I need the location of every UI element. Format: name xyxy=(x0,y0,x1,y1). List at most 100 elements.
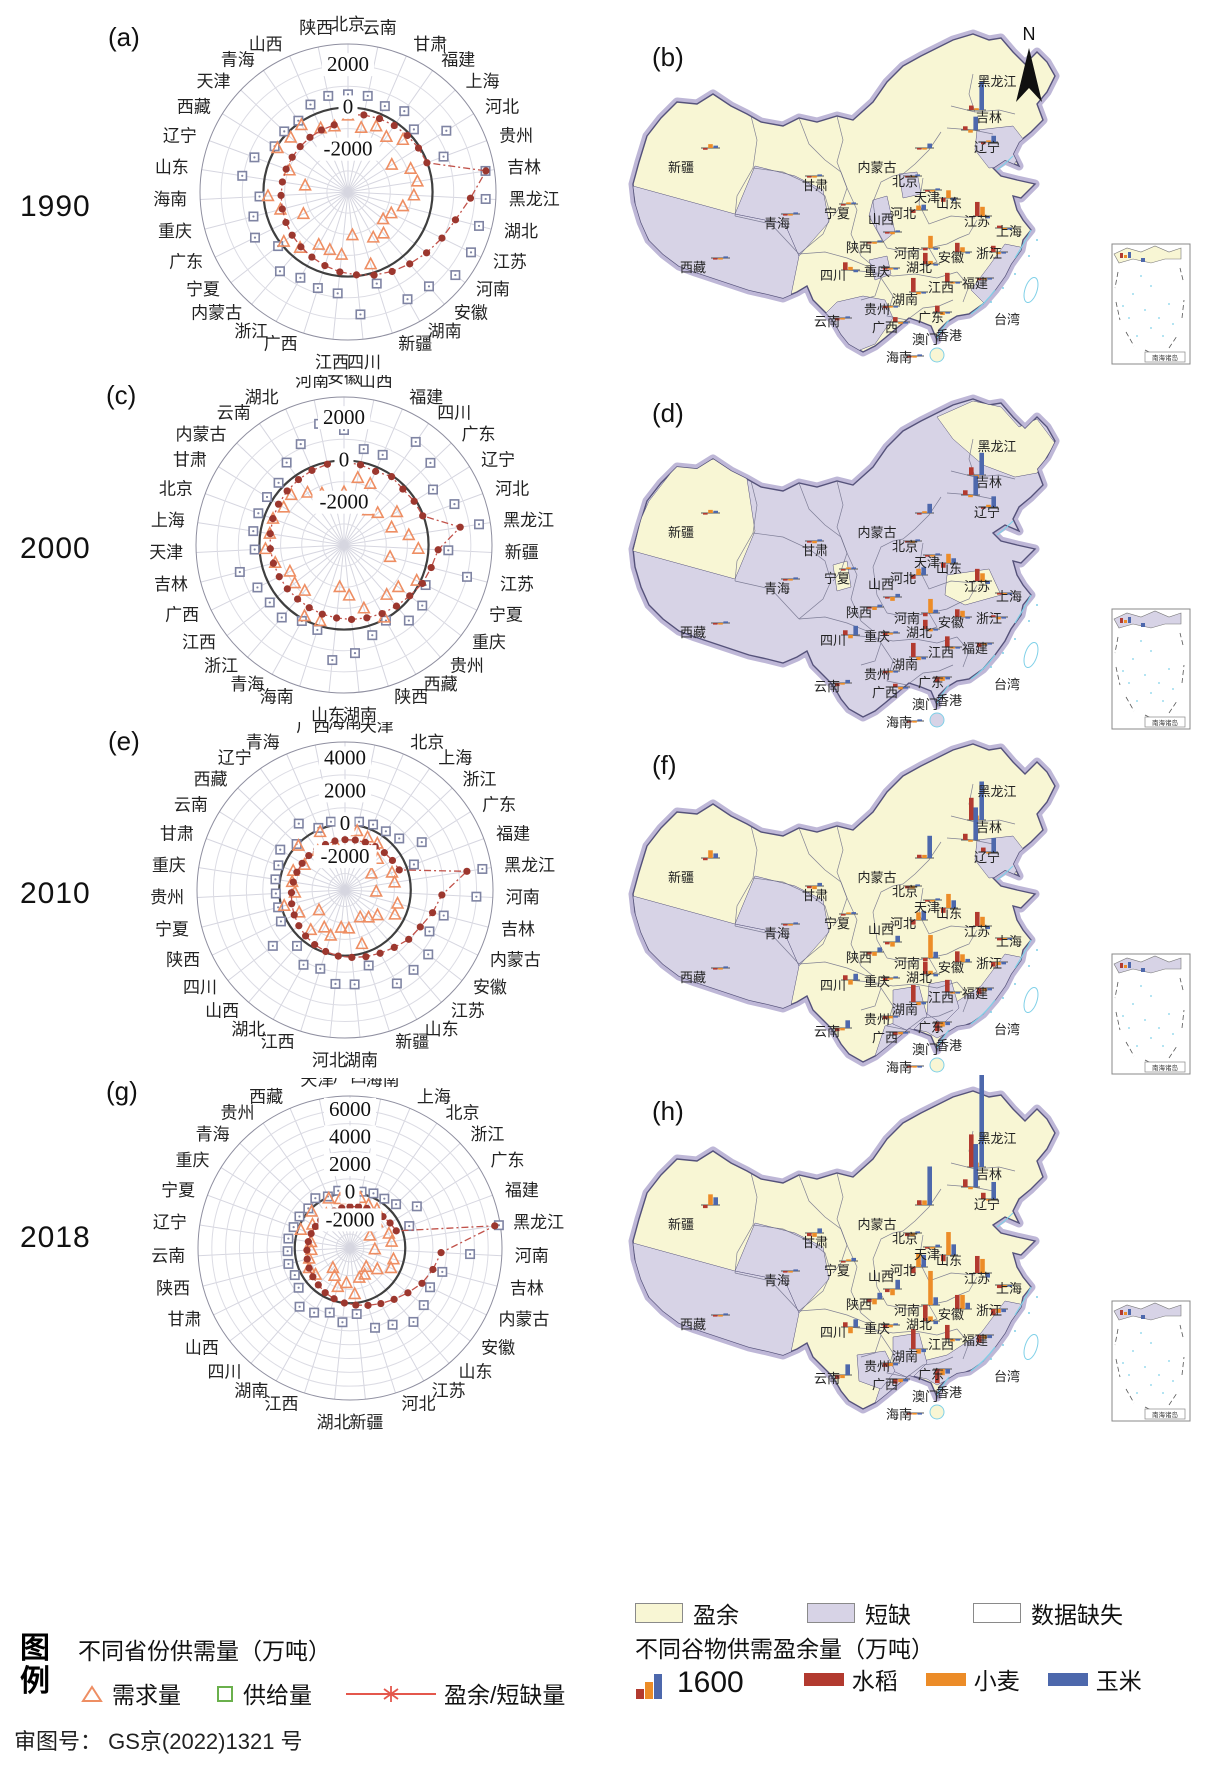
nodata-swatch xyxy=(973,1603,1021,1623)
svg-text:内蒙古: 内蒙古 xyxy=(490,950,541,969)
svg-text:-2000: -2000 xyxy=(321,844,370,868)
svg-text:北京: 北京 xyxy=(446,1103,480,1122)
svg-text:四川: 四川 xyxy=(820,1325,846,1340)
svg-text:广西: 广西 xyxy=(872,685,898,700)
svg-text:西藏: 西藏 xyxy=(680,625,706,640)
svg-text:辽宁: 辽宁 xyxy=(974,1197,1000,1212)
balance-series xyxy=(277,111,490,279)
svg-text:甘肃: 甘肃 xyxy=(802,543,828,558)
hainan-island xyxy=(929,1404,945,1420)
svg-text:2000: 2000 xyxy=(327,52,369,76)
svg-text:海南: 海南 xyxy=(260,688,294,707)
svg-text:广西: 广西 xyxy=(296,722,330,735)
radial-axis-ticks: 2000 0 -2000 xyxy=(312,405,376,514)
svg-text:山东: 山东 xyxy=(936,1253,962,1268)
svg-text:西藏: 西藏 xyxy=(177,97,211,116)
svg-text:江西: 江西 xyxy=(928,645,954,660)
svg-text:吉林: 吉林 xyxy=(976,110,1002,125)
legend-char-tu: 图 xyxy=(20,1632,50,1665)
polar-grid xyxy=(195,396,493,694)
svg-text:内蒙古: 内蒙古 xyxy=(857,525,896,540)
svg-text:内蒙古: 内蒙古 xyxy=(857,1217,896,1232)
svg-text:江西: 江西 xyxy=(315,353,349,372)
svg-text:江苏: 江苏 xyxy=(493,252,527,271)
svg-text:天津: 天津 xyxy=(360,722,394,735)
svg-text:甘肃: 甘肃 xyxy=(173,450,207,469)
line-asterisk-icon xyxy=(346,1683,436,1703)
svg-text:江苏: 江苏 xyxy=(451,1001,485,1020)
svg-text:福建: 福建 xyxy=(962,641,988,656)
svg-text:广东: 广东 xyxy=(918,1367,944,1382)
year-label-2018: 2018 xyxy=(20,1221,91,1254)
svg-text:河南: 河南 xyxy=(476,280,510,299)
svg-text:湖南: 湖南 xyxy=(892,292,918,307)
svg-text:黑龙江: 黑龙江 xyxy=(513,1213,564,1232)
south-china-sea-inset: 南海诸岛 xyxy=(1111,243,1191,365)
svg-text:四川: 四川 xyxy=(183,978,217,997)
svg-text:辽宁: 辽宁 xyxy=(974,850,1000,865)
panel-letter-a: (a) xyxy=(108,22,140,52)
status-regions xyxy=(633,835,1028,1057)
svg-text:广东: 广东 xyxy=(482,795,516,814)
svg-text:上海: 上海 xyxy=(996,224,1022,239)
year-label-2010: 2010 xyxy=(20,877,91,910)
svg-text:4000: 4000 xyxy=(324,745,366,769)
year-label-1990: 1990 xyxy=(20,190,91,223)
rice-label: 水稻 xyxy=(851,1668,898,1694)
svg-text:湖南: 湖南 xyxy=(234,1381,268,1400)
svg-text:新疆: 新疆 xyxy=(668,870,694,885)
svg-text:内蒙古: 内蒙古 xyxy=(857,160,896,175)
square-icon xyxy=(215,1683,235,1703)
svg-text:吉林: 吉林 xyxy=(510,1279,544,1298)
radar-chart-2018: 6000400020000-2000广西海南上海北京浙江广东福建黑龙江河南吉林内… xyxy=(95,1067,605,1488)
hainan-island xyxy=(929,347,945,363)
deficit-swatch xyxy=(807,1603,855,1623)
svg-text:广东: 广东 xyxy=(918,675,944,690)
radar-svg-a: 20000-2000北京云南甘肃福建上海河北贵州吉林黑龙江湖北江苏河南安徽湖南新… xyxy=(153,15,560,372)
svg-text:陕西: 陕西 xyxy=(846,1297,872,1312)
svg-text:辽宁: 辽宁 xyxy=(218,749,252,768)
svg-text:云南: 云南 xyxy=(363,18,397,37)
hainan-island xyxy=(929,1057,945,1073)
province-borders xyxy=(734,783,1016,1031)
map-svg-f: 新疆西藏青海甘肃内蒙古宁夏陕西山西北京天津河北山东河南江苏安徽上海浙江福建江西湖… xyxy=(628,739,1191,1075)
corn-label: 玉米 xyxy=(1095,1668,1142,1694)
radar-svg-g: 6000400020000-2000广西海南上海北京浙江广东福建黑龙江河南吉林内… xyxy=(151,1067,564,1432)
svg-text:吉林: 吉林 xyxy=(501,920,535,939)
svg-text:0: 0 xyxy=(339,447,350,471)
corn-swatch xyxy=(1047,1672,1088,1686)
svg-text:山西: 山西 xyxy=(249,35,283,54)
svg-text:辽宁: 辽宁 xyxy=(481,450,515,469)
svg-text:吉林: 吉林 xyxy=(976,820,1002,835)
svg-text:香港: 香港 xyxy=(936,1385,962,1400)
svg-text:安徽: 安徽 xyxy=(938,250,964,265)
south-china-sea-inset: 南海诸岛 xyxy=(1111,953,1191,1075)
svg-text:新疆: 新疆 xyxy=(668,525,694,540)
svg-text:黑龙江: 黑龙江 xyxy=(503,511,554,530)
svg-text:江苏: 江苏 xyxy=(964,214,990,229)
svg-text:山西: 山西 xyxy=(868,1269,894,1284)
legend-item-supply: 供给量 xyxy=(215,1676,312,1710)
svg-text:浙江: 浙江 xyxy=(470,1125,504,1144)
svg-text:广西: 广西 xyxy=(165,605,199,624)
svg-text:福建: 福建 xyxy=(962,986,988,1001)
radar-svg-e: 400020000-2000海南天津北京上海浙江广东福建黑龙江河南吉林内蒙古安徽… xyxy=(150,713,555,1070)
crop-bars xyxy=(701,452,1014,723)
svg-text:贵州: 贵州 xyxy=(450,656,484,675)
svg-text:安徽: 安徽 xyxy=(473,978,507,997)
svg-text:台湾: 台湾 xyxy=(994,677,1020,692)
svg-text:台湾: 台湾 xyxy=(994,1022,1020,1037)
svg-text:N: N xyxy=(1023,24,1036,44)
svg-text:北京: 北京 xyxy=(159,479,193,498)
svg-text:宁夏: 宁夏 xyxy=(161,1181,195,1200)
map-svg-d: 新疆西藏青海甘肃内蒙古宁夏陕西山西北京天津河北山东河南江苏安徽上海浙江福建江西湖… xyxy=(628,394,1191,730)
svg-text:江西: 江西 xyxy=(265,1394,299,1413)
svg-text:北京: 北京 xyxy=(892,884,918,899)
svg-text:浙江: 浙江 xyxy=(463,770,497,789)
taiwan-island xyxy=(1023,986,1039,1014)
svg-text:-2000: -2000 xyxy=(320,490,369,514)
radial-axis-ticks: 4000 2000 0 -2000 xyxy=(313,745,377,869)
svg-text:山东: 山东 xyxy=(936,906,962,921)
legend-item-surplus: 盈余 xyxy=(635,1596,739,1630)
svg-text:贵州: 贵州 xyxy=(864,1359,890,1374)
